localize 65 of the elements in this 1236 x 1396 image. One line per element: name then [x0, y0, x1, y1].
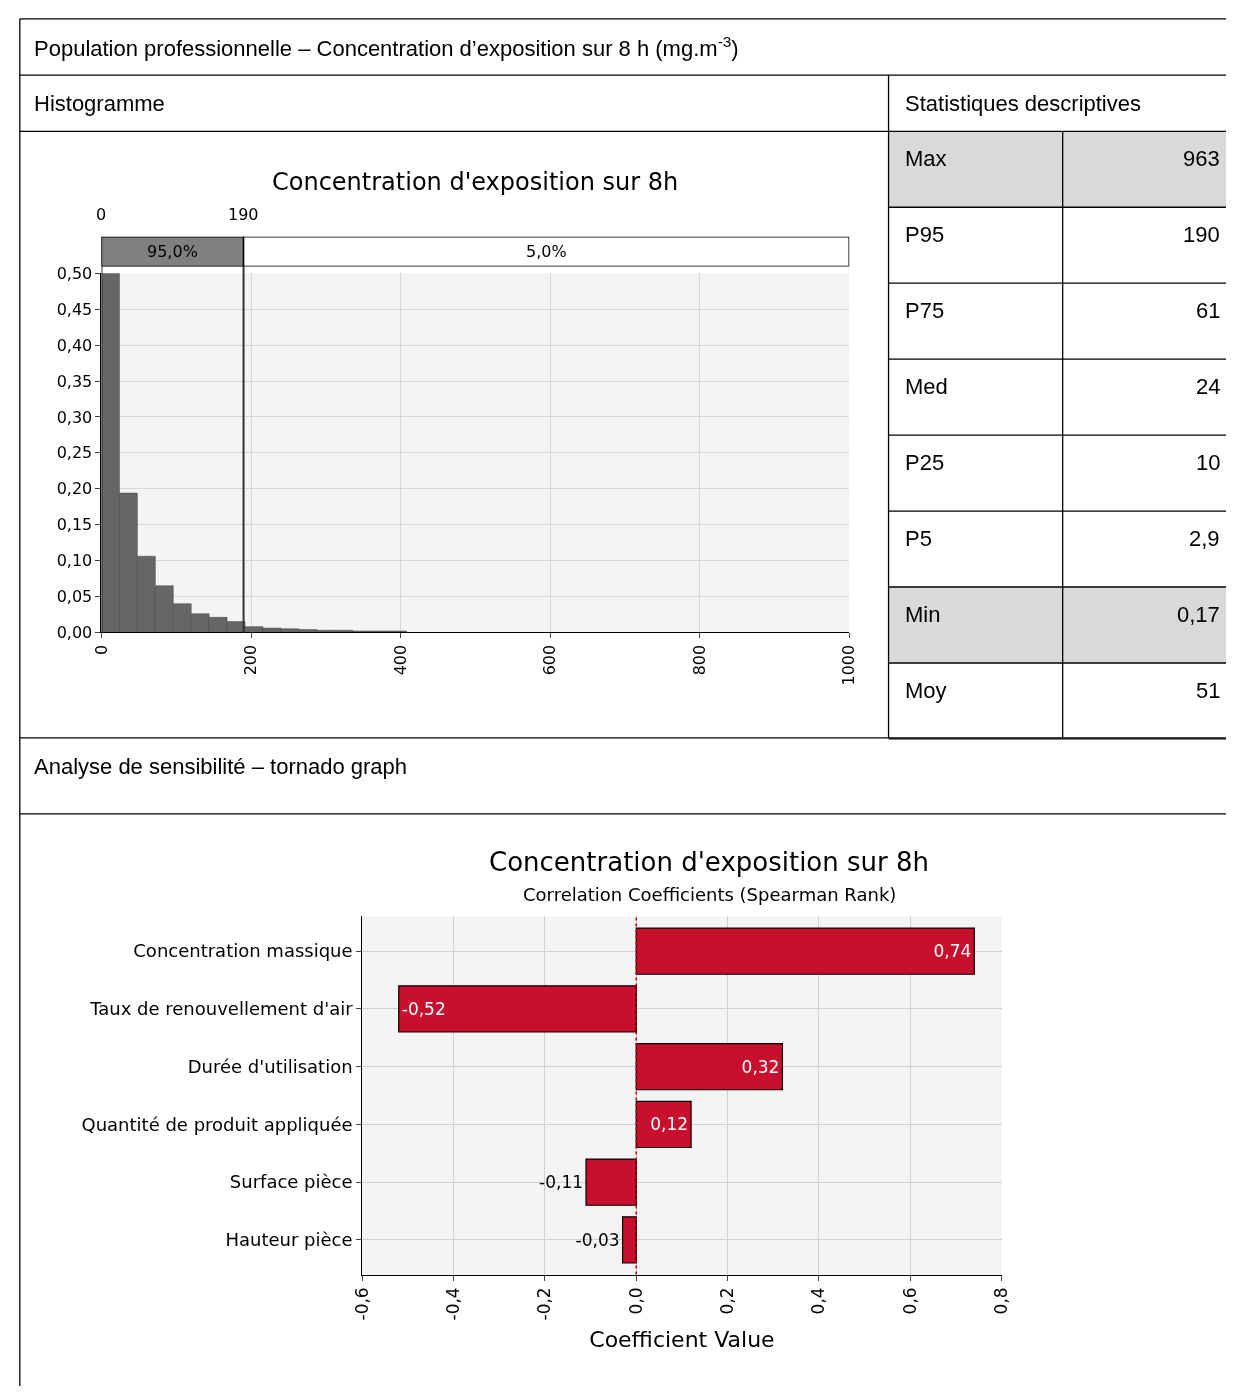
data-label: 0,32 — [741, 1056, 780, 1077]
x-tick-label: 400 — [390, 644, 410, 676]
ref-line-label: 190 — [228, 205, 259, 224]
x-tick-label: 0,0 — [625, 1287, 646, 1315]
x-tick-label: 1000 — [839, 644, 859, 686]
x-tick-label: 0,6 — [899, 1287, 920, 1315]
data-label: -0,03 — [575, 1229, 620, 1250]
y-tick-label: 0,00 — [56, 623, 93, 642]
x-tick-label: 0,8 — [991, 1287, 1012, 1315]
text: 190 — [1183, 222, 1220, 247]
x-tick-label: -0,2 — [534, 1287, 555, 1321]
category-label: P25 — [905, 450, 945, 475]
data-label: -0,52 — [401, 998, 446, 1019]
y-tick-label: 0,20 — [56, 479, 93, 499]
category-label: Min — [905, 602, 941, 627]
text: Histogramme — [34, 91, 165, 116]
x-axis-title: Coefficient Value — [589, 1327, 775, 1353]
x-tick-label: 0 — [91, 644, 111, 655]
data-label: 0,12 — [650, 1114, 689, 1135]
chart-title: Concentration d'exposition sur 8h — [489, 847, 930, 877]
y-tick-label: 0,30 — [56, 407, 93, 427]
x-tick-label: 600 — [540, 644, 560, 676]
y-tick-label: Taux de renouvellement d'air — [89, 998, 354, 1020]
text: 51 — [1196, 678, 1221, 703]
text: Statistiques descriptives — [905, 91, 1141, 116]
y-tick-label: 0,05 — [56, 587, 93, 607]
y-tick-label: 0,45 — [56, 299, 93, 319]
text: 0,17 — [1177, 602, 1220, 627]
text: 95,0% — [147, 242, 198, 261]
category-label: Med — [905, 374, 948, 399]
category-label: P95 — [905, 222, 945, 247]
category-label: P5 — [905, 526, 932, 551]
x-tick-label: 800 — [689, 644, 709, 676]
y-tick-label: Durée d'utilisation — [187, 1055, 353, 1077]
y-tick-label: 0,40 — [56, 335, 93, 355]
text: 24 — [1196, 374, 1221, 399]
y-tick-label: Surface pièce — [229, 1171, 353, 1193]
text: 5,0% — [526, 242, 567, 261]
x-tick-label: 200 — [241, 644, 261, 676]
text: 963 — [1183, 146, 1220, 171]
chart-subtitle: Correlation Coefficients (Spearman Rank) — [523, 884, 897, 905]
y-tick-label: Hauteur pièce — [225, 1229, 353, 1251]
ref-line-label: 0 — [96, 205, 107, 224]
x-tick-label: -0,6 — [351, 1287, 372, 1321]
text: 10 — [1196, 450, 1221, 475]
text: 61 — [1196, 298, 1221, 323]
y-tick-label: Concentration massique — [133, 940, 353, 962]
y-tick-label: 0,50 — [56, 263, 93, 283]
text: Analyse de sensibilité – tornado graph — [34, 754, 408, 779]
y-tick-label: 0,15 — [56, 515, 93, 535]
x-tick-label: 0,2 — [717, 1287, 738, 1315]
category-label: P75 — [905, 298, 945, 323]
y-tick-label: 0,10 — [56, 551, 93, 571]
text: 2,9 — [1189, 526, 1220, 551]
y-tick-label: Quantité de produit appliquée — [81, 1113, 353, 1135]
y-tick-label: 0,35 — [56, 371, 93, 391]
x-tick-label: -0,4 — [443, 1287, 464, 1321]
category-label: Max — [905, 146, 947, 171]
chart-title: Concentration d'exposition sur 8h — [272, 168, 679, 196]
y-tick-label: 0,25 — [56, 443, 93, 463]
text: Population professionnelle – Concentration d’exposition sur 8 h (mg.m$^{-3}$) — [34, 33, 739, 62]
category-label: Moy — [905, 678, 947, 703]
data-label: 0,74 — [933, 941, 972, 962]
x-tick-label: 0,4 — [808, 1287, 829, 1315]
data-label: -0,11 — [539, 1172, 584, 1193]
